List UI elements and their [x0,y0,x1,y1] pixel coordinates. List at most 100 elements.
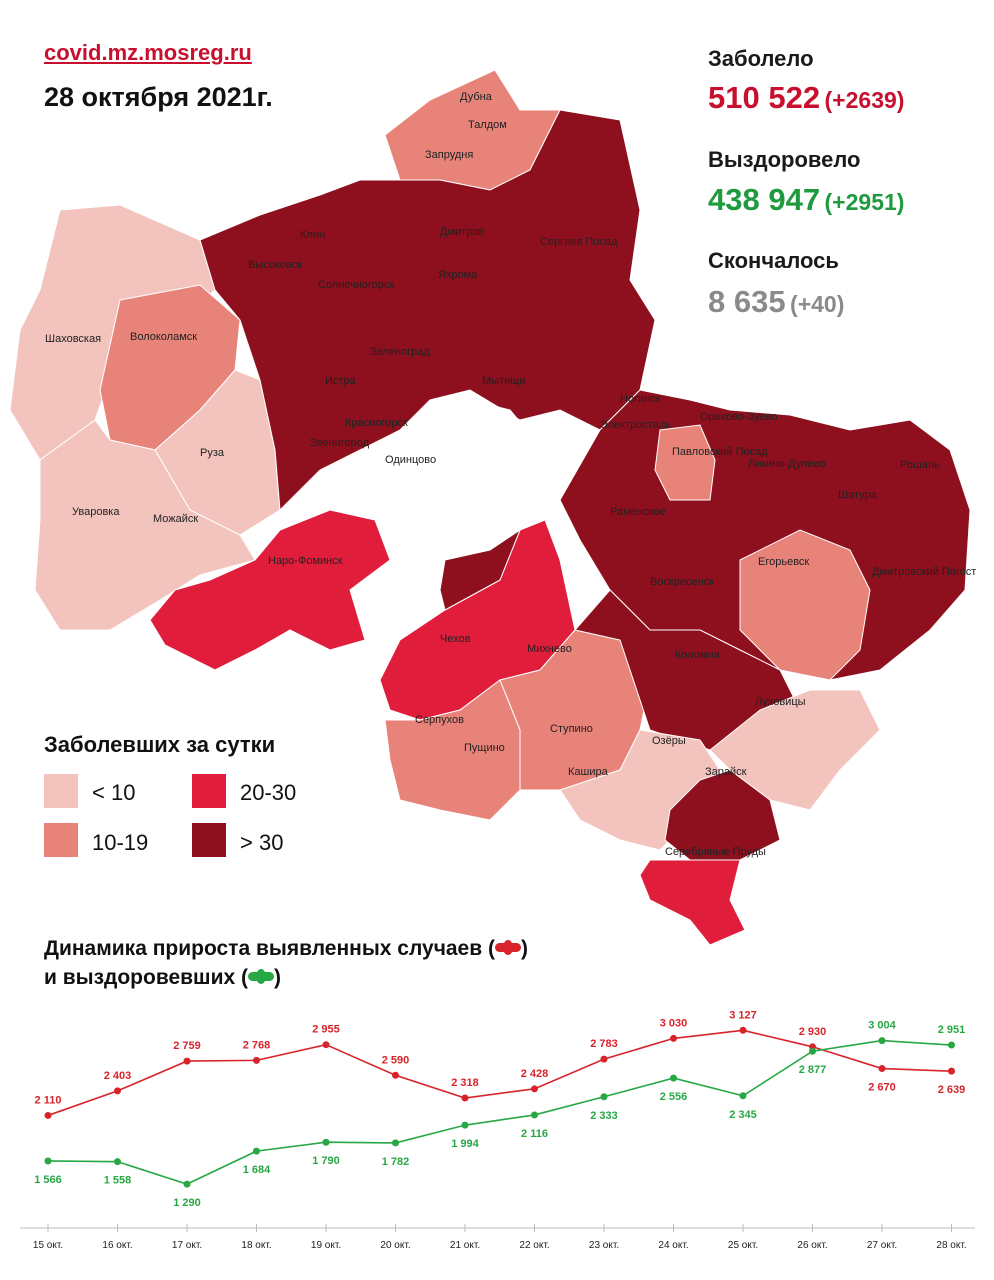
data-label: 2 403 [104,1070,132,1082]
data-label: 2 345 [729,1109,757,1121]
deaths-value: 8 635 [708,284,786,319]
x-tick-label: 21 окт. [450,1240,480,1251]
data-label: 2 955 [312,1024,340,1036]
data-label: 3 004 [868,1020,896,1032]
red-line-marker-icon [494,939,521,955]
map-label: Солнечногорск [318,279,394,291]
data-label: 1 790 [312,1155,340,1167]
infected-stat: 510 522 (+2639) [708,80,904,116]
recovered-value: 438 947 [708,182,821,217]
report-date: 28 октября 2021г. [44,82,273,112]
data-point [322,1138,330,1146]
x-tick-label: 23 окт. [589,1240,619,1251]
map-labels: Дубна Запрудня Талдом Клин Дмитров Серги… [45,91,976,858]
data-point [461,1121,469,1129]
map-label: Можайск [153,513,198,525]
map-label: Наро-Фоминск [268,555,343,567]
data-point [44,1111,52,1119]
data-label: 2 877 [799,1064,827,1076]
data-point [878,1065,886,1073]
dynamics-title-line1: Динамика прироста выявленных случаев ( [44,937,495,960]
map-label: Воскресенск [650,576,714,588]
map-label: Клин [300,229,325,241]
data-label: 1 782 [382,1156,410,1168]
moscow-city [429,399,541,531]
green-line-marker-icon [247,968,274,984]
dynamics-title-line2: и выздоровевших ( [44,966,248,989]
map-label: Ступино [550,723,593,735]
data-label: 3 030 [660,1017,688,1029]
legend-swatch-gt30 [192,823,226,857]
map-label: Истра [325,375,357,387]
map-region-zaraysk [664,769,781,861]
series-line-1 [47,1039,952,1185]
legend-label-20-30: 20-30 [240,780,297,805]
legend-swatch-lt10 [44,774,78,808]
data-label: 3 127 [729,1009,757,1021]
map-label: Михнево [527,643,572,655]
map-label: Ногинск [620,393,661,405]
data-point [739,1026,747,1034]
data-label: 2 768 [243,1039,271,1051]
data-label: 2 951 [938,1024,966,1036]
data-point [253,1056,260,1064]
map-label: Шаховская [45,333,101,345]
data-label: 2 783 [590,1038,618,1050]
data-point [322,1041,330,1049]
legend-title: Заболевших за сутки [44,732,276,757]
map-label: Раменское [610,506,666,518]
data-label: 2 590 [382,1054,410,1066]
map-label: Коломна [675,649,721,661]
dynamics-line-chart: 15 окт. 16 окт. 17 окт. 18 окт. 19 окт. 20 ок… [20,1009,975,1251]
map-label: Мытищи [482,375,525,387]
map-label: Орехово-Зуево [700,411,778,423]
data-point [739,1092,747,1100]
map-label: Павловский Посад [672,446,768,458]
x-tick-label: 17 окт. [172,1240,202,1251]
legend-swatch-10-19 [44,823,78,857]
map-region-pavlovsky-posad [654,424,716,501]
data-label: 1 994 [451,1138,479,1150]
legend-label-lt10: < 10 [92,780,136,805]
map-label: Запрудня [425,149,473,161]
data-label: 1 558 [104,1175,132,1187]
data-label: 2 556 [660,1091,688,1103]
data-point [670,1034,677,1042]
deaths-stat: 8 635 (+40) [708,284,844,320]
data-label: 2 428 [521,1068,549,1080]
x-tick-label: 18 окт. [241,1240,271,1251]
data-label: 2 759 [173,1040,201,1052]
data-point [392,1071,399,1079]
data-point [44,1157,52,1165]
map-region-naro-fominsk [149,509,391,671]
data-point [948,1067,955,1075]
data-point [600,1093,608,1101]
x-tick-label: 19 окт. [311,1240,341,1251]
map-label: Рошаль [900,459,940,471]
data-point [809,1047,816,1055]
map-label: Зарайск [705,766,747,778]
map-label: Ликино-Дулёво [748,458,826,470]
dynamics-title-line2-end: ) [273,966,281,989]
data-label: 1 290 [173,1197,201,1209]
source-link[interactable]: covid.mz.mosreg.ru [44,40,252,65]
data-point [600,1055,608,1063]
x-tick-label: 15 окт. [33,1240,63,1251]
data-label: 2 318 [451,1077,479,1089]
data-point [531,1085,538,1093]
deaths-delta: (+40) [790,291,845,317]
recovered-stat: 438 947 (+2951) [708,182,904,218]
map-label: Зеленоград [370,346,430,358]
map-label: Одинцово [385,454,436,466]
data-point [183,1180,191,1188]
dynamics-title-line1-end: ) [520,937,528,960]
legend-swatch-20-30 [192,774,226,808]
map-label: Уваровка [72,506,120,518]
map-label: Красногорск [345,417,408,429]
data-label: 2 110 [35,1094,62,1106]
deaths-label: Скончалось [708,248,839,273]
data-label: 2 333 [590,1110,618,1122]
data-label: 1 684 [243,1164,271,1176]
map-region-podolsk [439,528,522,611]
data-point [670,1074,677,1082]
